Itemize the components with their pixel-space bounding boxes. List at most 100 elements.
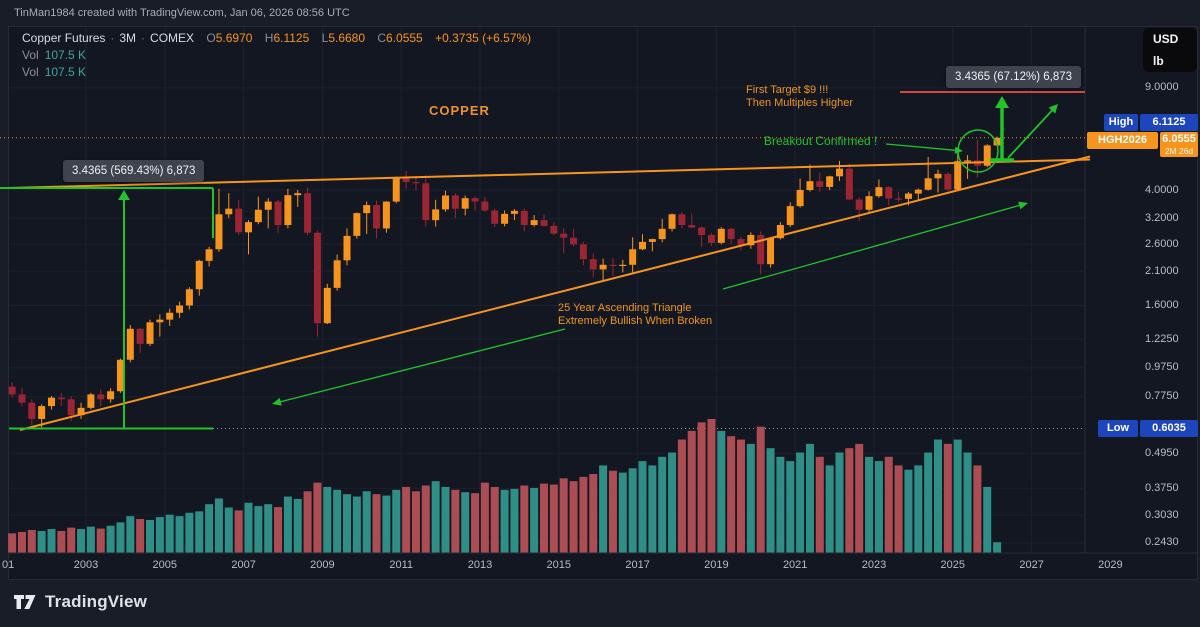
candle-body: [639, 241, 646, 250]
timeframe-label[interactable]: 3M: [119, 31, 137, 45]
last-price-badge: 6.0555 2M 26d: [1160, 132, 1198, 157]
volume-bar: [77, 529, 86, 553]
volume-bar: [293, 498, 302, 553]
candle-body: [294, 193, 302, 196]
volume-row: Vol 107.5 K: [22, 65, 531, 79]
volume-bar: [825, 465, 834, 553]
candle-body: [57, 397, 65, 400]
candle-body: [254, 209, 262, 223]
legend-separator: ·: [141, 31, 146, 45]
candle-body: [776, 225, 784, 239]
high-badge-value: 6.1125: [1140, 114, 1198, 131]
volume-bar: [500, 489, 509, 553]
volume-bar: [727, 436, 736, 553]
candle-body: [264, 201, 272, 210]
price-tick-label: 0.3030: [1145, 508, 1179, 521]
time-tick-label: 2009: [310, 559, 335, 571]
price-tick-label: 2.1000: [1145, 264, 1179, 277]
volume-bar: [303, 491, 312, 553]
trend-arrow-downleft: [277, 328, 566, 404]
currency-button[interactable]: USD: [1153, 32, 1179, 46]
candle-body: [38, 406, 46, 419]
candle-body: [855, 199, 863, 210]
volume-bar: [510, 488, 519, 553]
vol-value: 107.5 K: [44, 65, 87, 79]
volume-bar: [914, 465, 923, 553]
trend-arrow-downleft-head: [272, 397, 282, 406]
candle-body: [589, 259, 597, 270]
candle-body: [993, 137, 1001, 146]
volume-bar: [372, 494, 381, 553]
candle-body: [934, 173, 942, 179]
left-measure-tooltip: 3.4365 (569.43%) 6,873: [63, 160, 205, 182]
volume-bar: [27, 530, 36, 553]
volume-bar: [490, 486, 499, 553]
candle-body: [215, 214, 223, 250]
candle-body: [619, 264, 627, 266]
volume-bar: [618, 472, 627, 553]
candle-body: [609, 264, 617, 266]
close-label: C: [377, 31, 387, 45]
time-tick-label: 2029: [1098, 559, 1123, 571]
candle-body: [845, 168, 853, 200]
volume-bar: [608, 470, 617, 553]
volume-bar: [540, 483, 548, 553]
candle-body: [156, 319, 164, 323]
candle-body: [87, 394, 95, 408]
volume-bar: [628, 468, 637, 553]
volume-bar: [746, 443, 755, 553]
candle-body: [235, 208, 243, 233]
time-tick-label: 2011: [389, 559, 414, 571]
breakout-pointer-arrow-head: [954, 146, 963, 154]
volume-bar: [461, 492, 470, 553]
price-tick-label: 3.2000: [1145, 211, 1179, 224]
volume-bar: [165, 514, 174, 553]
candle-body: [126, 328, 134, 360]
volume-bar: [884, 456, 893, 553]
contract-countdown: 2M 26d: [1164, 146, 1194, 156]
candle-body: [530, 220, 538, 226]
volume-bar: [362, 491, 371, 553]
candle-body: [442, 195, 449, 210]
contract-badge-label: HGH2026: [1087, 132, 1158, 149]
volume-bar: [67, 527, 76, 553]
volume-bar: [530, 487, 539, 553]
candle-body: [629, 249, 637, 265]
candle-body: [579, 244, 587, 260]
volume-bar: [569, 481, 578, 553]
candle-body: [668, 214, 676, 229]
candle-body: [432, 209, 440, 221]
vol-label: Vol: [22, 48, 39, 62]
candle-body: [323, 287, 331, 324]
candle-body: [570, 237, 578, 245]
volume-row: Vol 107.5 K: [22, 48, 531, 62]
price-tick-label: 0.7750: [1145, 390, 1179, 403]
unit-selector: USD lb: [1143, 28, 1197, 72]
candle-body: [658, 228, 666, 240]
volume-bar: [17, 531, 26, 553]
time-tick-label: 2027: [1019, 559, 1044, 571]
candle-body: [48, 397, 55, 407]
symbol-title[interactable]: Copper Futures: [22, 31, 106, 45]
volume-bar: [707, 418, 716, 553]
low-badge-label: Low: [1098, 420, 1138, 437]
low-value: 5.6680: [328, 31, 366, 45]
candle-body: [8, 386, 16, 395]
unit-button[interactable]: lb: [1153, 54, 1164, 68]
candle-body: [865, 196, 873, 210]
tradingview-logo[interactable]: TradingView: [12, 590, 147, 614]
volume-bar: [677, 439, 686, 553]
volume-bar: [766, 448, 775, 553]
volume-bar: [559, 478, 568, 553]
candle-body: [816, 181, 824, 187]
candle-body: [520, 210, 528, 226]
candle-body: [333, 260, 341, 288]
volume-bar: [668, 452, 677, 553]
volume-bar: [106, 525, 115, 553]
candle-body: [245, 222, 252, 233]
measure-right-arrow-head: [995, 96, 1009, 108]
candle-body: [964, 160, 972, 162]
volume-bar: [333, 489, 342, 553]
candle-body: [885, 187, 893, 199]
